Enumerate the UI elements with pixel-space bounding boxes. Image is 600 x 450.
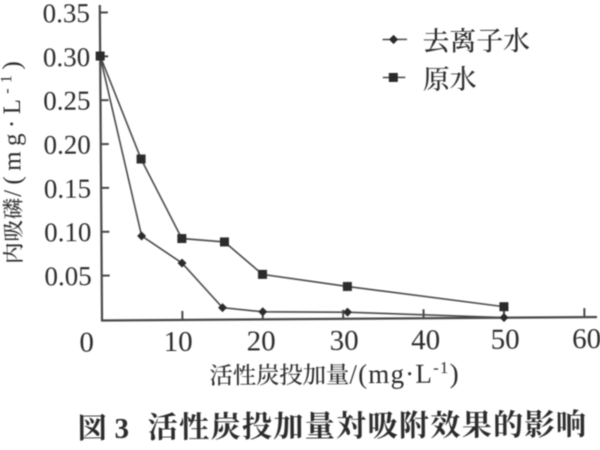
svg-text:0.35: 0.35 xyxy=(43,0,90,28)
svg-text:0.20: 0.20 xyxy=(43,130,90,160)
svg-text:0.15: 0.15 xyxy=(44,173,91,203)
svg-text:0.25: 0.25 xyxy=(43,86,90,116)
svg-text:/(mg·L-1): /(mg·L-1) xyxy=(349,358,460,389)
svg-text:50: 50 xyxy=(491,324,520,356)
svg-text:0.05: 0.05 xyxy=(44,261,91,291)
svg-text:40: 40 xyxy=(411,324,440,356)
svg-text:20: 20 xyxy=(247,325,276,357)
svg-text:0: 0 xyxy=(79,327,94,359)
svg-text:0.10: 0.10 xyxy=(44,217,91,247)
svg-text:0.30: 0.30 xyxy=(43,42,90,72)
svg-text:60: 60 xyxy=(572,323,600,355)
svg-text:10: 10 xyxy=(164,326,193,358)
svg-text:30: 30 xyxy=(330,325,359,357)
svg-text:3: 3 xyxy=(114,413,129,445)
